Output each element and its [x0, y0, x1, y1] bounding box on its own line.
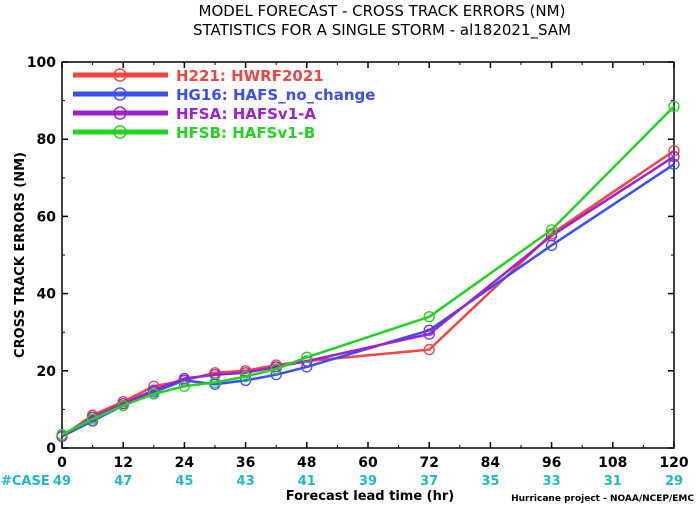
legend-entry-0: H221: HWRF2021 [73, 67, 324, 85]
legend-entry-3: HFSB: HAFSv1-B [73, 124, 315, 142]
case-count: 41 [298, 474, 316, 489]
data-point [423, 311, 435, 323]
legend-marker [113, 87, 127, 101]
y-tick-label: 100 [27, 55, 56, 71]
case-count: 33 [543, 474, 561, 489]
data-point [423, 328, 435, 340]
data-point [270, 363, 282, 375]
y-tick-label: 20 [37, 364, 57, 380]
series-lines [56, 100, 680, 443]
legend-marker [113, 125, 127, 139]
series-3 [56, 100, 680, 441]
y-axis: 0 20 40 60 80 100 [27, 55, 674, 457]
x-tick-label: 120 [659, 455, 688, 471]
x-tick-label: 108 [598, 455, 627, 471]
y-axis-label: CROSS TRACK ERRORS (NM) [13, 152, 28, 358]
case-row-label: #CASE [1, 474, 50, 489]
x-tick-label: 96 [542, 455, 561, 471]
case-count: 29 [665, 474, 683, 489]
y-tick-label: 0 [46, 441, 56, 457]
case-count: 39 [359, 474, 377, 489]
data-point [209, 376, 221, 389]
y-tick-label: 80 [37, 132, 57, 148]
data-point [209, 369, 221, 381]
credit-text: Hurricane project - NOAA/NCEP/EMC [511, 494, 694, 504]
chart-subtitle: STATISTICS FOR A SINGLE STORM - al182021… [193, 21, 571, 40]
chart-title: MODEL FORECAST - CROSS TRACK ERRORS (NM) [199, 2, 566, 20]
data-point [423, 343, 435, 356]
data-point [668, 145, 680, 157]
data-point [178, 380, 191, 392]
y-tick-label: 60 [37, 209, 57, 225]
case-count: 47 [114, 474, 132, 489]
data-point [668, 100, 680, 113]
case-count: 49 [53, 474, 71, 489]
data-point [239, 370, 252, 383]
x-tick-label: 60 [358, 455, 378, 471]
legend-label: HG16: HAFS_no_change [176, 86, 375, 104]
case-count: 43 [237, 474, 255, 489]
x-tick-label: 84 [481, 455, 501, 471]
case-count: 31 [604, 474, 622, 489]
legend-label: HFSB: HAFSv1-B [176, 124, 315, 142]
data-point [668, 150, 680, 163]
y-tick-label: 40 [37, 287, 57, 303]
x-tick-label: 12 [113, 455, 132, 471]
case-count: 45 [175, 474, 193, 489]
series-1 [56, 158, 680, 443]
legend-marker [113, 106, 127, 120]
case-counts: #CASE 49 47 45 43 41 39 37 35 33 31 29 [1, 474, 683, 489]
data-point [668, 158, 680, 170]
legend-label: H221: HWRF2021 [176, 67, 324, 85]
data-point [86, 413, 99, 425]
data-point [178, 372, 191, 385]
case-count: 37 [420, 474, 438, 489]
x-axis-label: Forecast lead time (hr) [286, 489, 454, 504]
data-point [117, 399, 129, 412]
legend-entry-1: HG16: HAFS_no_change [73, 86, 375, 104]
x-tick-label: 72 [419, 455, 438, 471]
legend-entry-2: HFSA: HAFSv1-A [73, 105, 316, 123]
data-point [56, 428, 68, 441]
legend-label: HFSA: HAFSv1-A [176, 105, 316, 123]
data-point [148, 388, 160, 400]
x-tick-label: 24 [175, 455, 195, 471]
x-tick-label: 48 [297, 455, 316, 471]
x-tick-label: 36 [236, 455, 255, 471]
x-axis: 0 12 24 36 48 60 72 84 96 108 120 [57, 62, 689, 471]
data-point [545, 224, 558, 236]
x-tick-label: 0 [57, 455, 67, 471]
legend-marker [113, 68, 127, 82]
data-point [301, 351, 313, 363]
case-count: 35 [481, 474, 499, 489]
